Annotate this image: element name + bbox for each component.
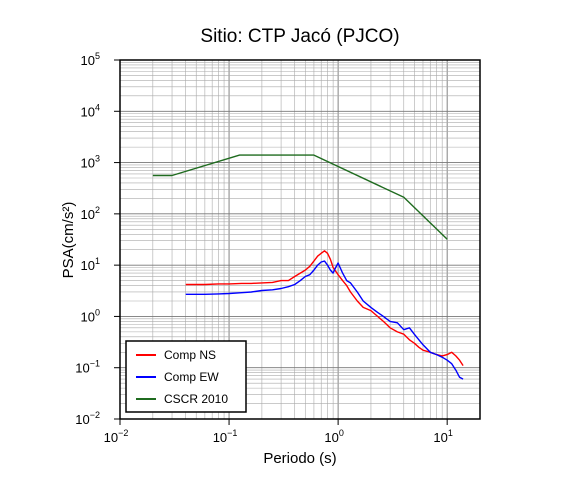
x-tick-label: 101 [433,428,452,445]
x-axis-ticks: 10−2 10−1 100 101 [104,419,453,445]
data-curves [152,154,464,380]
series-line-comp-ew [185,260,464,380]
chart-title: Sitio: CTP Jacó (PJCO) [200,26,399,47]
y-tick-label: 103 [81,154,100,171]
x-tick-label: 100 [324,428,343,445]
y-tick-label: 101 [81,256,100,273]
legend-label: Comp NS [164,348,216,362]
x-tick-label: 10−1 [213,428,238,445]
y-axis-ticks: 10−2 10−1 100 101 102 103 104 105 [75,51,120,427]
y-tick-label: 10−2 [75,410,100,427]
y-tick-label: 102 [81,205,100,222]
y-tick-label: 105 [81,51,100,68]
series-line-cscr-2010 [152,154,448,240]
x-tick-label: 10−2 [104,428,129,445]
plot-frame [119,59,481,420]
legend-label: CSCR 2010 [164,392,228,406]
y-tick-label: 104 [81,102,100,119]
series-line-comp-ns [185,250,464,366]
x-axis-label: Periodo (s) [263,450,336,467]
grid-lines [119,59,481,420]
legend: Comp NS Comp EW CSCR 2010 [125,340,247,413]
y-tick-label: 100 [81,307,100,324]
y-tick-label: 10−1 [75,359,100,376]
y-axis-label: PSA(cm/s²) [60,202,77,279]
legend-label: Comp EW [164,370,219,384]
